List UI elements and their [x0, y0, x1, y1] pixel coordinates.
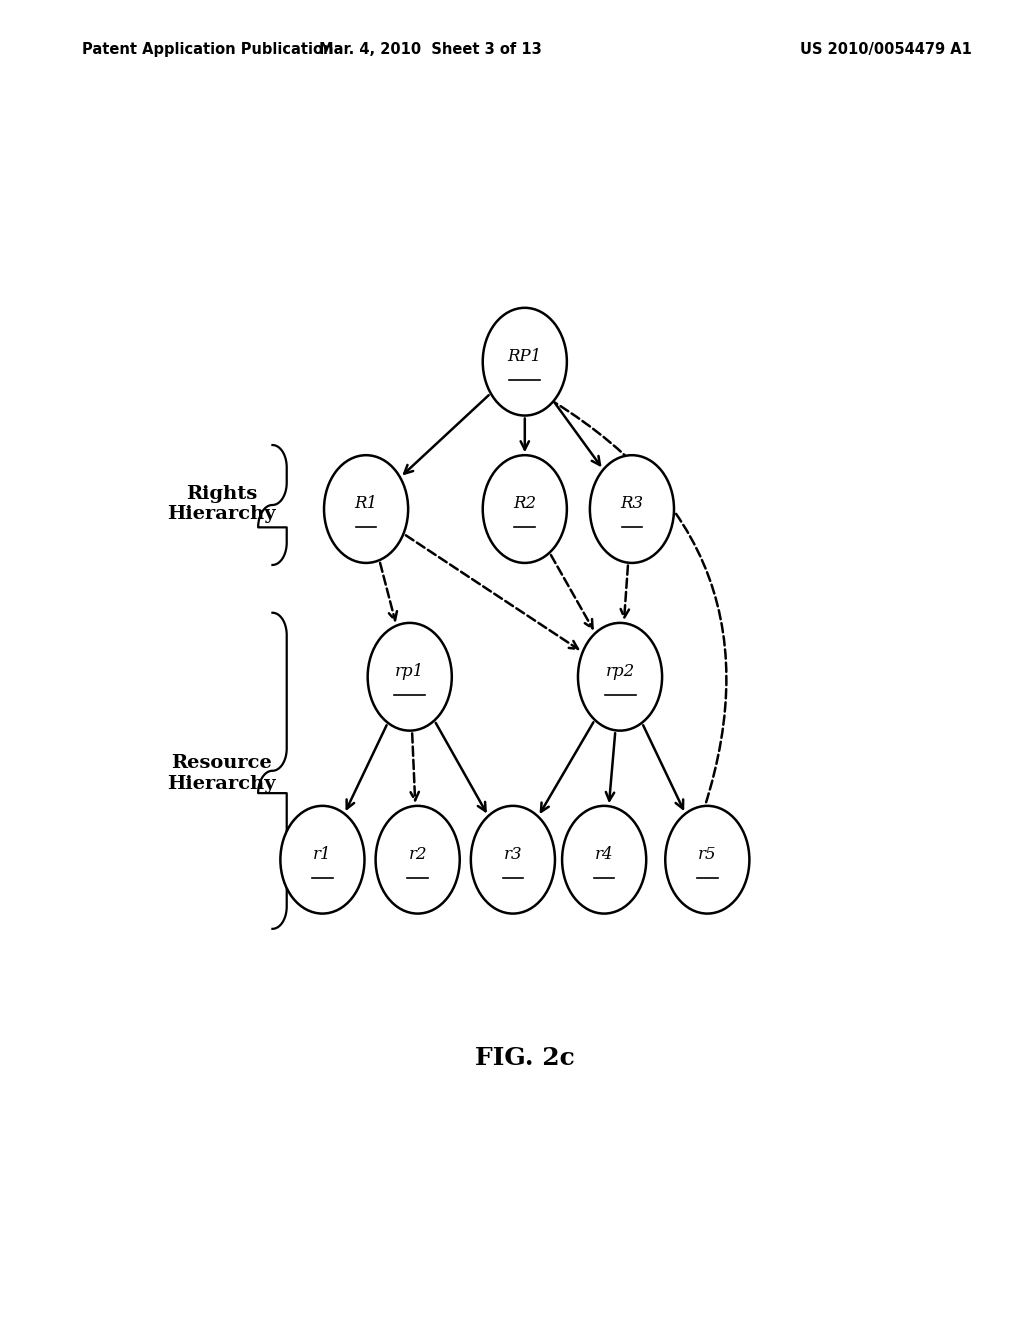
Circle shape [376, 805, 460, 913]
Circle shape [324, 455, 409, 562]
Circle shape [482, 455, 567, 562]
Text: r1: r1 [313, 846, 332, 863]
Text: Rights
Hierarchy: Rights Hierarchy [167, 484, 275, 523]
Circle shape [578, 623, 663, 731]
Text: rp1: rp1 [395, 663, 424, 680]
Text: rp2: rp2 [605, 663, 635, 680]
Text: R1: R1 [354, 495, 378, 512]
Circle shape [666, 805, 750, 913]
Text: Patent Application Publication: Patent Application Publication [82, 42, 334, 57]
Text: R3: R3 [621, 495, 643, 512]
Circle shape [482, 308, 567, 416]
Circle shape [562, 805, 646, 913]
Text: R2: R2 [513, 495, 537, 512]
Text: r5: r5 [698, 846, 717, 863]
Text: r3: r3 [504, 846, 522, 863]
Text: r4: r4 [595, 846, 613, 863]
Text: Resource
Hierarchy: Resource Hierarchy [167, 754, 275, 793]
Text: r2: r2 [409, 846, 427, 863]
Text: FIG. 2c: FIG. 2c [475, 1045, 574, 1071]
Circle shape [368, 623, 452, 731]
Text: US 2010/0054479 A1: US 2010/0054479 A1 [800, 42, 972, 57]
Text: RP1: RP1 [508, 348, 542, 366]
Circle shape [590, 455, 674, 562]
Circle shape [281, 805, 365, 913]
Text: Mar. 4, 2010  Sheet 3 of 13: Mar. 4, 2010 Sheet 3 of 13 [318, 42, 542, 57]
Circle shape [471, 805, 555, 913]
